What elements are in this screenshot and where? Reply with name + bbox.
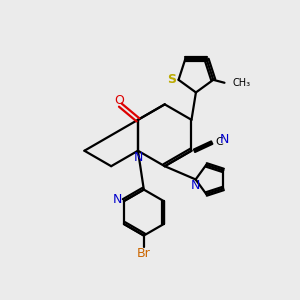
Text: N: N: [134, 151, 143, 164]
Text: N: N: [191, 179, 200, 192]
Text: O: O: [114, 94, 124, 107]
Text: N: N: [113, 193, 122, 206]
Text: CH₃: CH₃: [233, 78, 251, 88]
Text: N: N: [220, 133, 229, 146]
Text: Br: Br: [137, 247, 151, 260]
Text: S: S: [168, 73, 177, 86]
Text: C: C: [215, 137, 223, 147]
